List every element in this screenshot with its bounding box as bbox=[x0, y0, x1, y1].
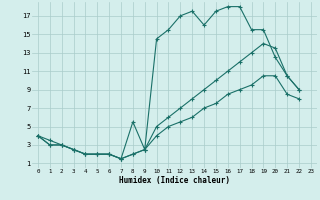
X-axis label: Humidex (Indice chaleur): Humidex (Indice chaleur) bbox=[119, 176, 230, 185]
